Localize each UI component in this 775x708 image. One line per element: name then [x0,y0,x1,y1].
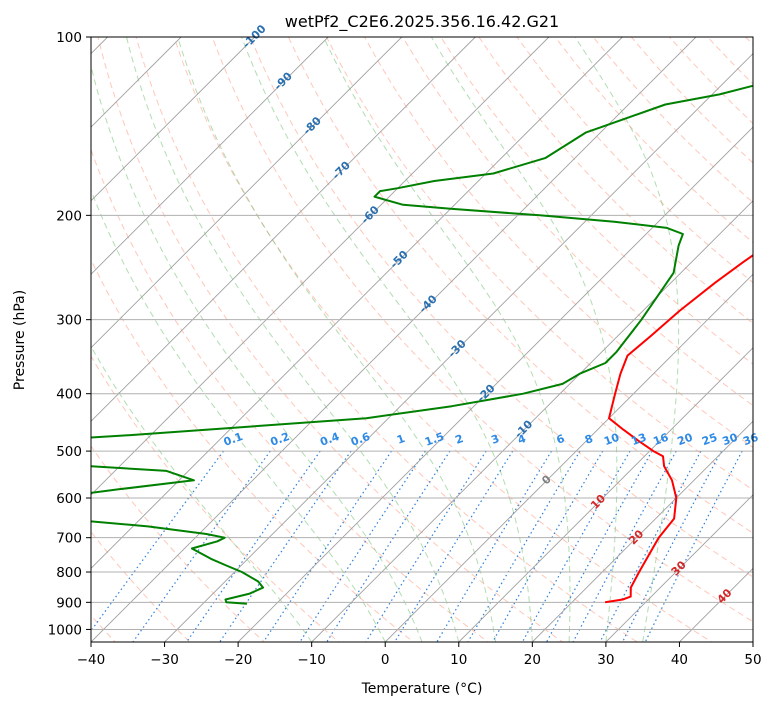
x-tick-label: 40 [671,652,688,668]
x-tick-label: 20 [524,652,541,668]
mixing-ratio-label: 10 [602,431,621,449]
moist-adiabat [91,64,423,642]
dry-adiabat [91,531,191,642]
x-tick-label: 50 [744,652,761,668]
y-tick-label: 500 [56,444,82,460]
mixing-ratio-label: 36 [741,431,760,449]
isotherm [91,37,329,275]
moist-adiabat [241,37,533,642]
sounding-profiles [91,84,753,605]
y-axis-ticks: 100 200 300 400 500 600 700 800 900 1000 [48,30,91,638]
dewpoint-profile [91,84,753,605]
isotherm [311,200,753,642]
chart-title: wetPf2_C2E6.2025.356.16.42.G21 [285,12,559,32]
mixing-ratio-label: 1 [395,432,407,447]
moist-adiabat [91,188,386,642]
dry-adiabat [91,258,415,642]
mixing-ratio-label: 6 [555,432,567,447]
mixing-ratio-label: 4 [516,432,528,447]
y-axis-label: Pressure (hPa) [12,290,28,390]
mixing-ratio-label: 0.2 [269,430,292,449]
y-tick-label: 800 [56,565,82,581]
moist-adiabat [126,37,460,642]
isotherm [91,37,256,202]
dry-adiabat [516,37,753,284]
isotherm [91,37,476,422]
mixing-ratio-label: 25 [700,431,719,448]
mixing-ratio-label: 16 [651,431,670,449]
dry-adiabat [440,37,753,365]
mixing-ratio-label: 2 [453,432,465,447]
mixing-ratio-label: 0.1 [222,430,245,449]
isotherm [458,347,753,642]
y-tick-label: 400 [56,387,82,403]
mixing-ratio-label: 0.4 [318,430,341,449]
moist-adiabat [430,37,618,642]
y-tick-label: 300 [56,313,82,329]
x-tick-label: −40 [77,652,106,668]
x-tick-label: 30 [597,652,614,668]
isotherm [605,494,753,642]
isotherm [91,37,697,642]
x-tick-label: −10 [297,652,326,668]
isotherm [91,37,403,349]
dry-adiabat [135,37,639,642]
y-tick-label: 700 [56,531,82,547]
y-tick-label: 600 [56,491,82,507]
mixing-ratio-label: 20 [676,431,695,449]
plot-frame [90,36,754,643]
moist-adiabat [323,37,571,642]
y-tick-label: 200 [56,208,82,224]
dry-adiabat [91,148,489,642]
isotherm [91,37,623,570]
dry-adiabat [478,37,753,324]
mixing-ratio-label: 1.5 [423,430,446,449]
dry-adiabat [97,37,564,642]
moist-adiabat [177,37,497,642]
temperature-profile [604,254,753,604]
plot-background [91,37,753,642]
mixing-ratio-label: 13 [629,431,648,448]
isotherm [531,420,753,642]
y-tick-label: 900 [56,595,82,611]
mixing-ratio-label: 30 [721,431,740,449]
x-axis-ticks: −40 −30 −20 −10 0 10 20 30 40 50 [77,642,762,668]
dry-adiabat [287,37,753,534]
dry-adiabat [173,37,713,642]
x-tick-label: −30 [150,652,179,668]
dry-adiabat [364,37,753,449]
moist-adiabat [574,37,680,642]
mixing-ratio-label: 8 [583,432,595,447]
x-tick-label: 10 [450,652,467,668]
y-tick-label: 1000 [48,622,82,638]
isotherm [384,273,753,642]
y-tick-label: 100 [56,30,82,46]
isotherm [91,37,550,496]
isotherm [164,52,753,642]
mixing-ratio-label: 0.6 [349,430,372,449]
x-axis-label: Temperature (°C) [361,681,483,697]
dry-adiabat [249,37,753,578]
mixing-ratio-label: 3 [490,432,502,447]
isotherm [237,126,753,642]
dry-adiabat [402,37,753,407]
x-tick-label: 0 [381,652,390,668]
x-tick-label: −20 [224,652,253,668]
dry-adiabat [91,355,340,642]
pressure-gridlines [91,37,753,630]
